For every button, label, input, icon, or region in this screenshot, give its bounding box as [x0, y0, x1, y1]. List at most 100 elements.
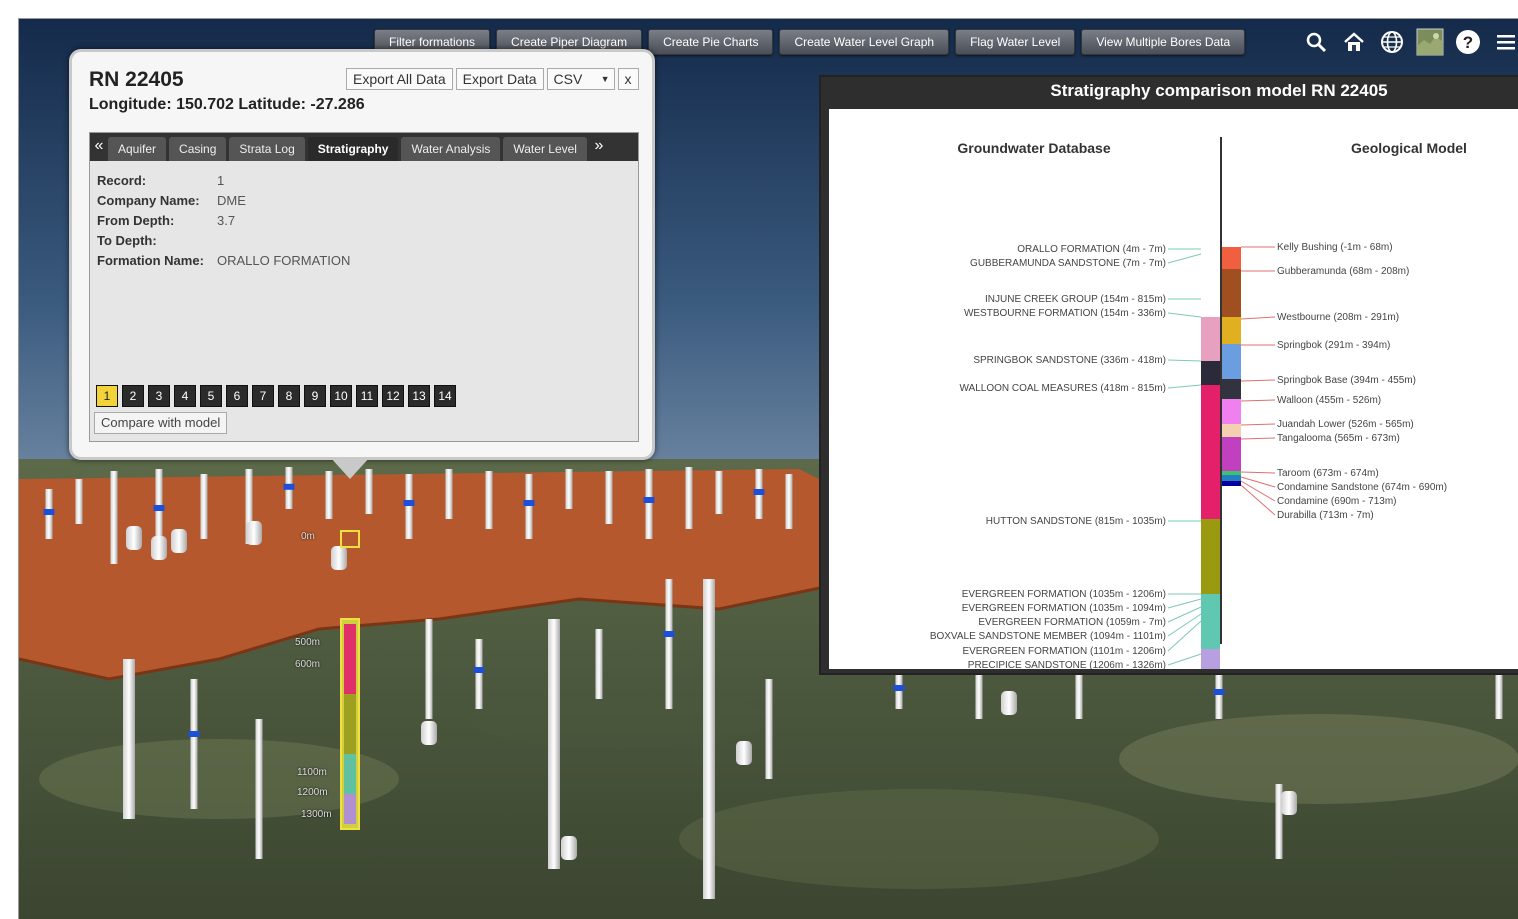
bore-pole[interactable] [110, 471, 118, 564]
bore-pole[interactable] [155, 469, 163, 559]
tabs-prev-icon[interactable]: « [94, 137, 104, 154]
model-column [1222, 247, 1241, 486]
bore-pole[interactable] [605, 471, 613, 524]
bore-pole[interactable] [325, 471, 333, 519]
bore-details: « Aquifer Casing Strata Log Stratigraphy… [89, 132, 639, 442]
bore-tabs: « Aquifer Casing Strata Log Stratigraphy… [90, 133, 638, 161]
record-label: Formation Name: [97, 253, 204, 268]
home-icon[interactable] [1339, 27, 1369, 57]
flag-water-level-button[interactable]: Flag Water Level [955, 29, 1076, 55]
tab-water-level[interactable]: Water Level [503, 137, 587, 161]
bore-pole[interactable] [365, 469, 373, 514]
bore-pole[interactable] [425, 619, 433, 719]
help-icon[interactable]: ? [1453, 27, 1483, 57]
model-formation-label: Kelly Bushing (-1m - 68m) [1277, 242, 1393, 253]
bore-pole[interactable] [475, 639, 483, 709]
tab-stratigraphy[interactable]: Stratigraphy [307, 137, 399, 161]
bore-pole[interactable] [405, 474, 413, 539]
menu-icon[interactable] [1491, 27, 1518, 57]
model-formation-label: Durabilla (713m - 7m) [1277, 510, 1374, 521]
bore-pole[interactable] [975, 669, 983, 719]
bore-pole[interactable] [245, 469, 253, 544]
bore-stub[interactable] [561, 836, 577, 860]
bore-pole[interactable] [765, 679, 773, 779]
bore-pole[interactable] [1075, 669, 1083, 719]
page-button[interactable]: 10 [330, 385, 352, 407]
page-button[interactable]: 1 [96, 385, 118, 407]
bore-pole[interactable] [1275, 784, 1283, 859]
model-formation-label: Tangalooma (565m - 673m) [1277, 433, 1400, 444]
create-water-level-graph-button[interactable]: Create Water Level Graph [779, 29, 950, 55]
bore-stub[interactable] [246, 521, 262, 545]
page-button[interactable]: 13 [408, 385, 430, 407]
page-button[interactable]: 7 [252, 385, 274, 407]
page-button[interactable]: 11 [356, 385, 378, 407]
bore-pole[interactable] [715, 471, 723, 514]
label-leader [1167, 253, 1202, 264]
tab-strata-log[interactable]: Strata Log [229, 137, 305, 161]
tabs-next-icon[interactable]: » [594, 137, 604, 154]
page-button[interactable]: 2 [122, 385, 144, 407]
bore-pole[interactable] [548, 619, 560, 869]
bore-pole[interactable] [595, 629, 603, 699]
bore-pole[interactable] [785, 474, 793, 529]
globe-icon[interactable] [1377, 27, 1407, 57]
label-leader [1240, 480, 1276, 502]
create-pie-charts-button[interactable]: Create Pie Charts [648, 29, 774, 55]
page-button[interactable]: 8 [278, 385, 300, 407]
close-button[interactable]: x [617, 68, 639, 90]
bore-pole-marker [643, 497, 655, 503]
label-leader [1167, 312, 1202, 318]
model-formation-label: Taroom (673m - 674m) [1277, 468, 1379, 479]
bore-pole-marker [403, 500, 415, 506]
bore-pole[interactable] [190, 679, 198, 809]
bore-pole[interactable] [75, 479, 83, 524]
bore-stub[interactable] [421, 721, 437, 745]
bore-stub[interactable] [151, 536, 167, 560]
model-formation-label: Condamine (690m - 713m) [1277, 496, 1397, 507]
bore-stub[interactable] [126, 526, 142, 550]
database-formation-label: SPRINGBOK SANDSTONE (336m - 418m) [973, 355, 1166, 366]
bore-pole[interactable] [665, 579, 673, 709]
bore-pole[interactable] [525, 474, 533, 539]
bore-pole[interactable] [445, 469, 453, 519]
bore-stub[interactable] [171, 529, 187, 553]
bore-stub[interactable] [736, 741, 752, 765]
bore-pole-marker [663, 631, 675, 637]
bore-pole[interactable] [123, 659, 135, 819]
bore-pole[interactable] [565, 469, 573, 509]
bore-pole[interactable] [485, 471, 493, 529]
page-button[interactable]: 6 [226, 385, 248, 407]
bore-pole[interactable] [685, 467, 693, 529]
page-button[interactable]: 9 [304, 385, 326, 407]
export-all-data-button[interactable]: Export All Data [346, 68, 453, 90]
bore-poles [43, 467, 1503, 899]
page-button[interactable]: 4 [174, 385, 196, 407]
bore-stub[interactable] [331, 546, 347, 570]
bore-stub[interactable] [1281, 791, 1297, 815]
label-leader [1240, 399, 1276, 402]
page-button[interactable]: 12 [382, 385, 404, 407]
selected-bore-log[interactable] [340, 530, 360, 830]
tab-casing[interactable]: Casing [169, 137, 227, 161]
bore-pole[interactable] [255, 719, 263, 859]
export-format-select[interactable]: CSV [546, 68, 615, 90]
search-icon[interactable] [1301, 27, 1331, 57]
bore-pole[interactable] [645, 469, 653, 539]
bore-pole-marker [1213, 689, 1225, 695]
tab-water-analysis[interactable]: Water Analysis [401, 137, 501, 161]
basemap-icon[interactable] [1415, 27, 1445, 57]
bore-pole[interactable] [200, 474, 208, 539]
depth-label: 1100m [297, 767, 327, 778]
page-button[interactable]: 5 [200, 385, 222, 407]
bore-stub[interactable] [1001, 691, 1017, 715]
export-data-button[interactable]: Export Data [455, 68, 544, 90]
page-button[interactable]: 14 [434, 385, 456, 407]
compare-with-model-button[interactable]: Compare with model [94, 412, 228, 434]
aquifer-surface [19, 469, 839, 679]
tab-aquifer[interactable]: Aquifer [108, 137, 167, 161]
view-multiple-bores-data-button[interactable]: View Multiple Bores Data [1081, 29, 1246, 55]
page-button[interactable]: 3 [148, 385, 170, 407]
bore-pole[interactable] [1495, 669, 1503, 719]
bore-pole[interactable] [703, 579, 715, 899]
